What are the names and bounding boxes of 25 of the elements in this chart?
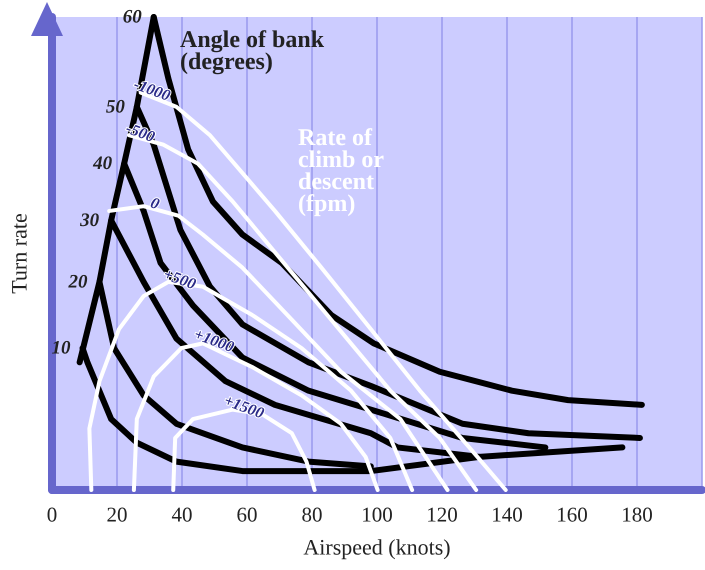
text: +1500 <box>222 392 266 422</box>
x-tick-label: 20 <box>106 502 128 526</box>
x-axis-title: Airspeed (knots) <box>303 534 451 560</box>
x-tick-label: 40 <box>172 502 192 526</box>
text: -500 <box>123 120 157 146</box>
x-tick-label: 100 <box>361 502 393 526</box>
x-tick-label: 160 <box>556 502 588 526</box>
series-label: 60 <box>122 6 142 28</box>
series-label: 40 <box>92 153 113 174</box>
text: +1000 <box>192 326 236 356</box>
text: 0 <box>148 194 162 214</box>
x-tick-label: 60 <box>236 502 258 526</box>
annotation: Angle of bank (degrees) <box>180 27 325 75</box>
series-label: 30 <box>79 210 100 231</box>
series-label: 20 <box>67 271 88 292</box>
y-axis-title: Turn rate <box>6 213 32 294</box>
x-tick-label: 140 <box>491 502 523 526</box>
series-label: 50 <box>106 96 126 118</box>
text: -1000 <box>131 76 172 105</box>
x-tick-label: 0 <box>46 502 58 526</box>
x-tick-label: 180 <box>621 502 653 526</box>
text: +500 <box>160 266 198 294</box>
x-tick-label: 80 <box>302 502 322 526</box>
series-label: 10 <box>52 338 72 359</box>
x-tick-label: 120 <box>426 502 458 526</box>
